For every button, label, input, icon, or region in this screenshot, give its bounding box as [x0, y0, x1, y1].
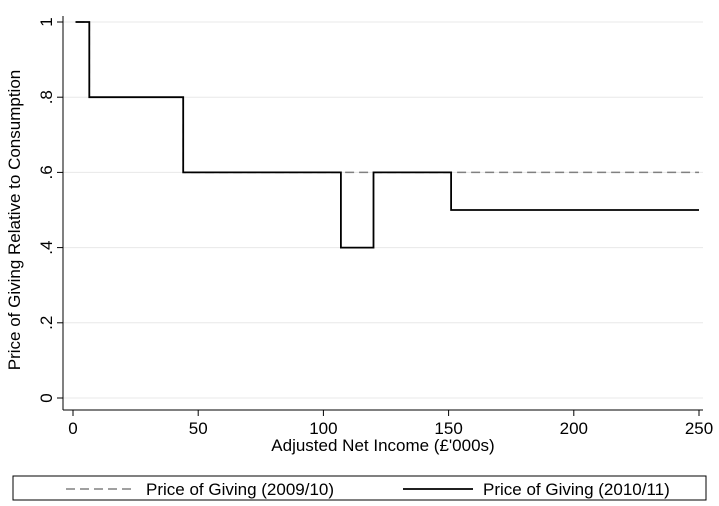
y-tick-label: 0 [37, 393, 56, 402]
x-tick-label: 0 [68, 419, 77, 438]
x-axis-title: Adjusted Net Income (£'000s) [271, 436, 494, 455]
series-line-2010-11 [75, 21, 699, 249]
y-tick-label: .6 [37, 165, 56, 179]
y-tick-label: .4 [37, 241, 56, 255]
x-tick-label: 100 [309, 419, 337, 438]
legend-label-2010-11: Price of Giving (2010/11) [483, 480, 670, 499]
series-lines [75, 21, 699, 249]
x-tick-label: 250 [685, 419, 713, 438]
y-tick-label: 1 [37, 17, 56, 26]
y-tick-label: .8 [37, 90, 56, 104]
y-tick-label: .2 [37, 316, 56, 330]
x-ticks: 0 50 100 150 200 250 [68, 410, 713, 438]
x-tick-label: 50 [189, 419, 208, 438]
legend-label-2009-10: Price of Giving (2009/10) [146, 480, 334, 499]
legend: Price of Giving (2009/10) Price of Givin… [12, 475, 707, 501]
y-axis-title: Price of Giving Relative to Consumption [5, 70, 24, 370]
x-tick-label: 200 [560, 419, 588, 438]
axes [62, 16, 703, 411]
x-tick-label: 150 [434, 419, 462, 438]
y-ticks: 0 .2 .4 .6 .8 1 [37, 17, 63, 403]
legend-box [12, 475, 707, 501]
